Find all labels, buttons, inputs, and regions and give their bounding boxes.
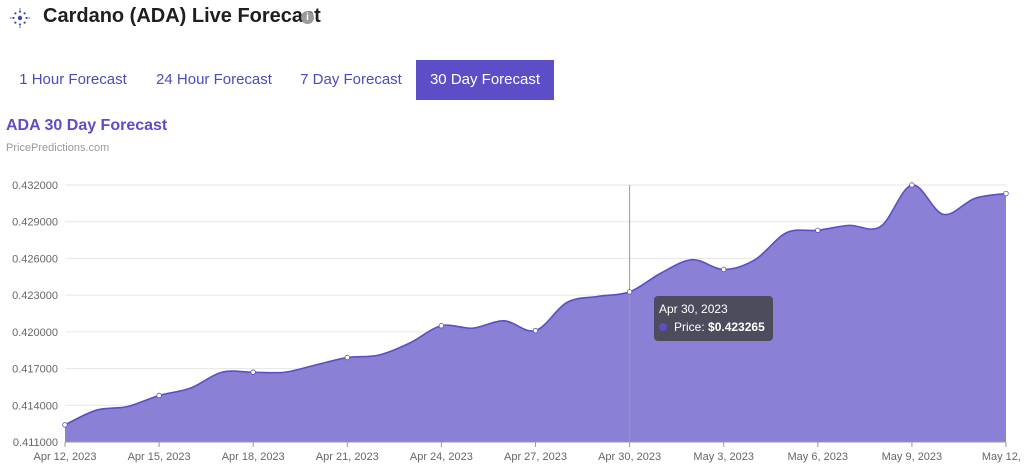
data-point [626, 289, 633, 295]
page-header: Cardano (ADA) Live Forecast i [0, 0, 1024, 40]
tooltip-price: Price: $0.423265 [674, 320, 765, 334]
y-tick-label: 0.417000 [12, 364, 58, 376]
tooltip-price-label: Price: [674, 320, 709, 334]
tab-24-hour-forecast[interactable]: 24 Hour Forecast [156, 71, 272, 88]
forecast-area-chart[interactable]: 0.411000 0.414000 0.417000 0.420000 0.423000… [0, 160, 1024, 470]
x-tick-label: Apr 12, 2023 [34, 451, 97, 463]
y-tick-label: 0.432000 [12, 180, 58, 192]
data-point [438, 323, 445, 329]
data-point [156, 392, 162, 399]
y-tick-label: 0.423000 [12, 290, 58, 302]
y-tick-label: 0.414000 [12, 400, 58, 412]
tab-7-day-forecast[interactable]: 7 Day Forecast [300, 71, 402, 88]
chart-title: ADA 30 Day Forecast [6, 117, 168, 134]
y-tick-label: 0.429000 [12, 217, 58, 229]
x-tick-label: May 12, 2 [982, 451, 1024, 463]
tooltip-date: Apr 30, 2023 [659, 302, 728, 316]
tab-30-day-forecast[interactable]: 30 Day Forecast [416, 60, 554, 100]
cardano-logo-icon [10, 8, 30, 28]
page-title: Cardano (ADA) Live Forecast [43, 5, 321, 27]
forecast-tabs: 1 Hour Forecast 24 Hour Forecast 7 Day F… [0, 60, 1024, 100]
y-tick-label: 0.426000 [12, 253, 58, 265]
x-tick-label: Apr 30, 2023 [598, 451, 661, 463]
x-tick-label: Apr 18, 2023 [222, 451, 285, 463]
data-point [250, 369, 256, 375]
tab-1-hour-forecast[interactable]: 1 Hour Forecast [19, 71, 127, 88]
data-point [344, 354, 350, 361]
data-point [62, 422, 68, 428]
data-point [532, 327, 539, 334]
data-point [909, 182, 915, 188]
x-tick-label: Apr 27, 2023 [504, 451, 567, 463]
tooltip-price-value: $0.423265 [708, 320, 765, 334]
tooltip-series-dot [659, 323, 667, 331]
y-tick-label: 0.411000 [13, 437, 58, 449]
chart-subtitle: PricePredictions.com [6, 142, 110, 154]
y-tick-label: 0.420000 [12, 327, 58, 339]
x-tick-label: Apr 15, 2023 [128, 451, 191, 463]
x-tick-label: May 3, 2023 [693, 451, 754, 463]
x-tick-label: Apr 24, 2023 [410, 451, 473, 463]
info-icon[interactable]: i [301, 11, 314, 24]
series-area [65, 184, 1006, 442]
data-point [1003, 190, 1009, 197]
price-tooltip: Apr 30, 2023 Price: $0.423265 [654, 296, 773, 341]
x-tick-label: Apr 21, 2023 [316, 451, 379, 463]
data-point [815, 227, 821, 233]
data-point [721, 266, 727, 273]
x-tick-label: May 6, 2023 [788, 451, 849, 463]
x-tick-label: May 9, 2023 [882, 451, 943, 463]
